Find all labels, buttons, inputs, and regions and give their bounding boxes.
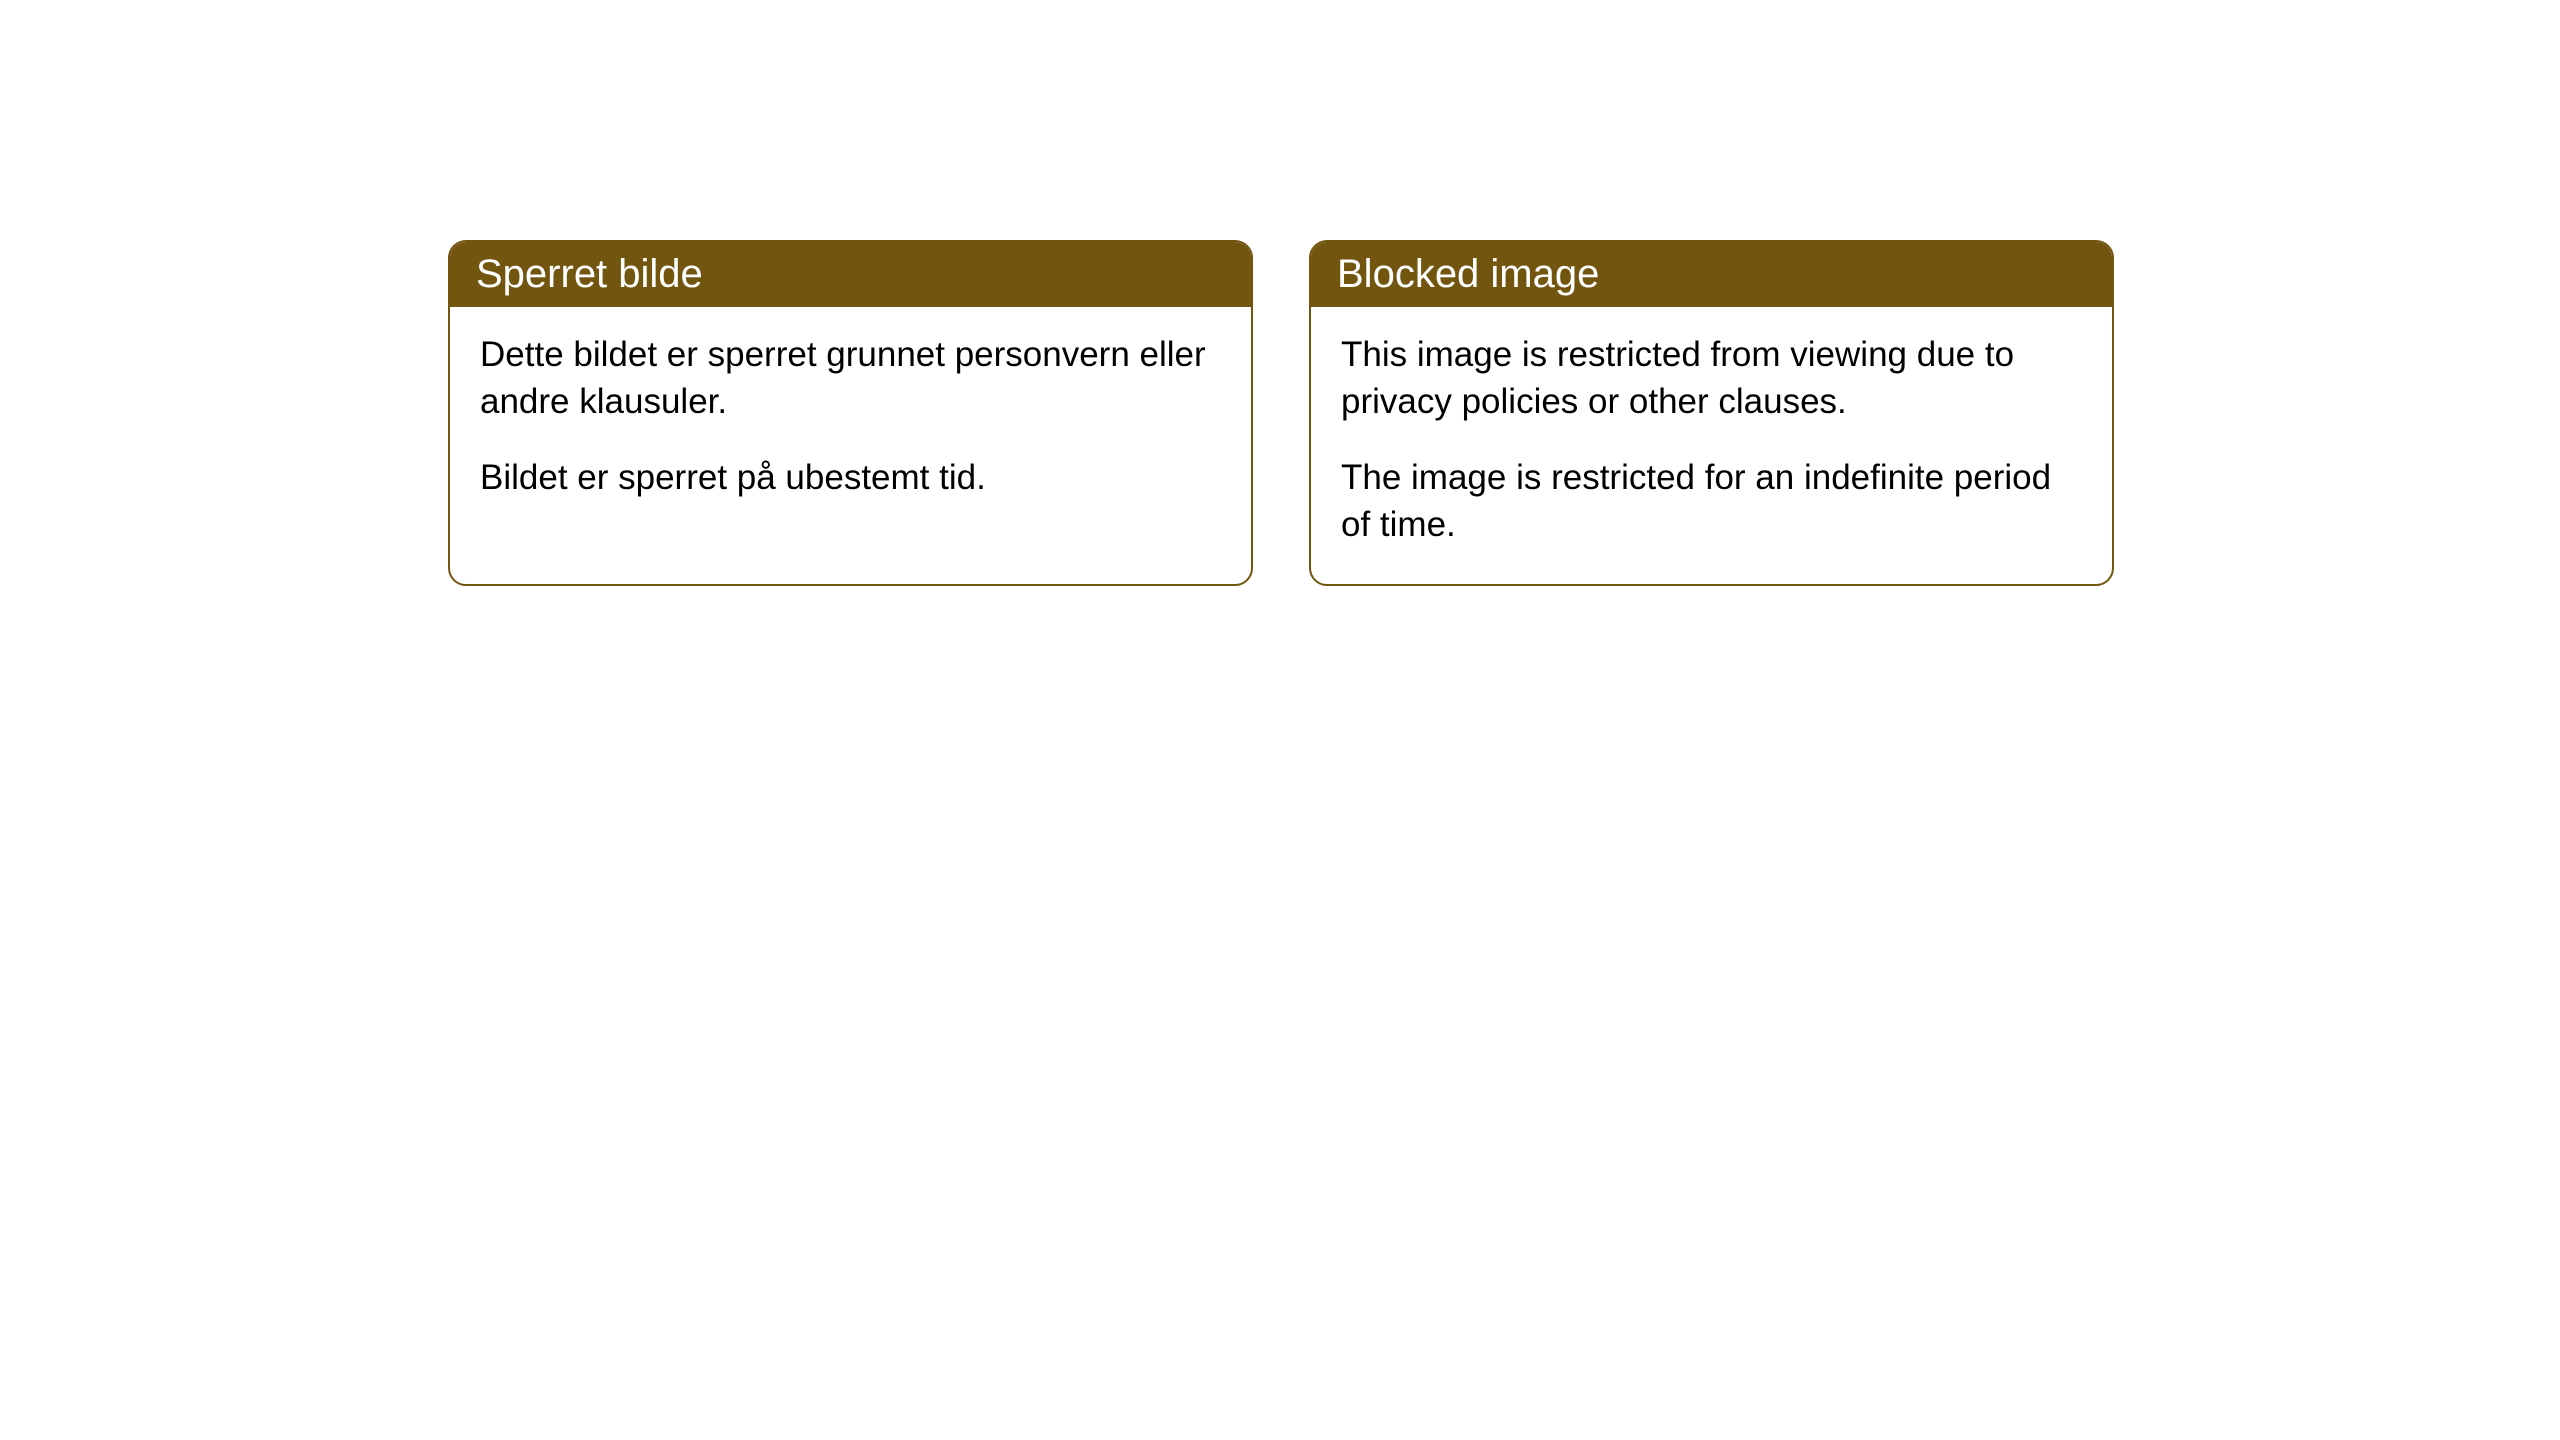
card-header: Sperret bilde	[450, 242, 1251, 307]
card-title: Sperret bilde	[476, 252, 703, 296]
notice-card-english: Blocked image This image is restricted f…	[1309, 240, 2114, 586]
notice-card-norwegian: Sperret bilde Dette bildet er sperret gr…	[448, 240, 1253, 586]
card-body: Dette bildet er sperret grunnet personve…	[450, 307, 1251, 537]
card-paragraph: Dette bildet er sperret grunnet personve…	[480, 331, 1221, 426]
card-paragraph: Bildet er sperret på ubestemt tid.	[480, 454, 1221, 501]
card-title: Blocked image	[1337, 252, 1599, 296]
card-body: This image is restricted from viewing du…	[1311, 307, 2112, 584]
card-header: Blocked image	[1311, 242, 2112, 307]
card-paragraph: This image is restricted from viewing du…	[1341, 331, 2082, 426]
notice-cards-container: Sperret bilde Dette bildet er sperret gr…	[448, 240, 2114, 586]
card-paragraph: The image is restricted for an indefinit…	[1341, 454, 2082, 549]
